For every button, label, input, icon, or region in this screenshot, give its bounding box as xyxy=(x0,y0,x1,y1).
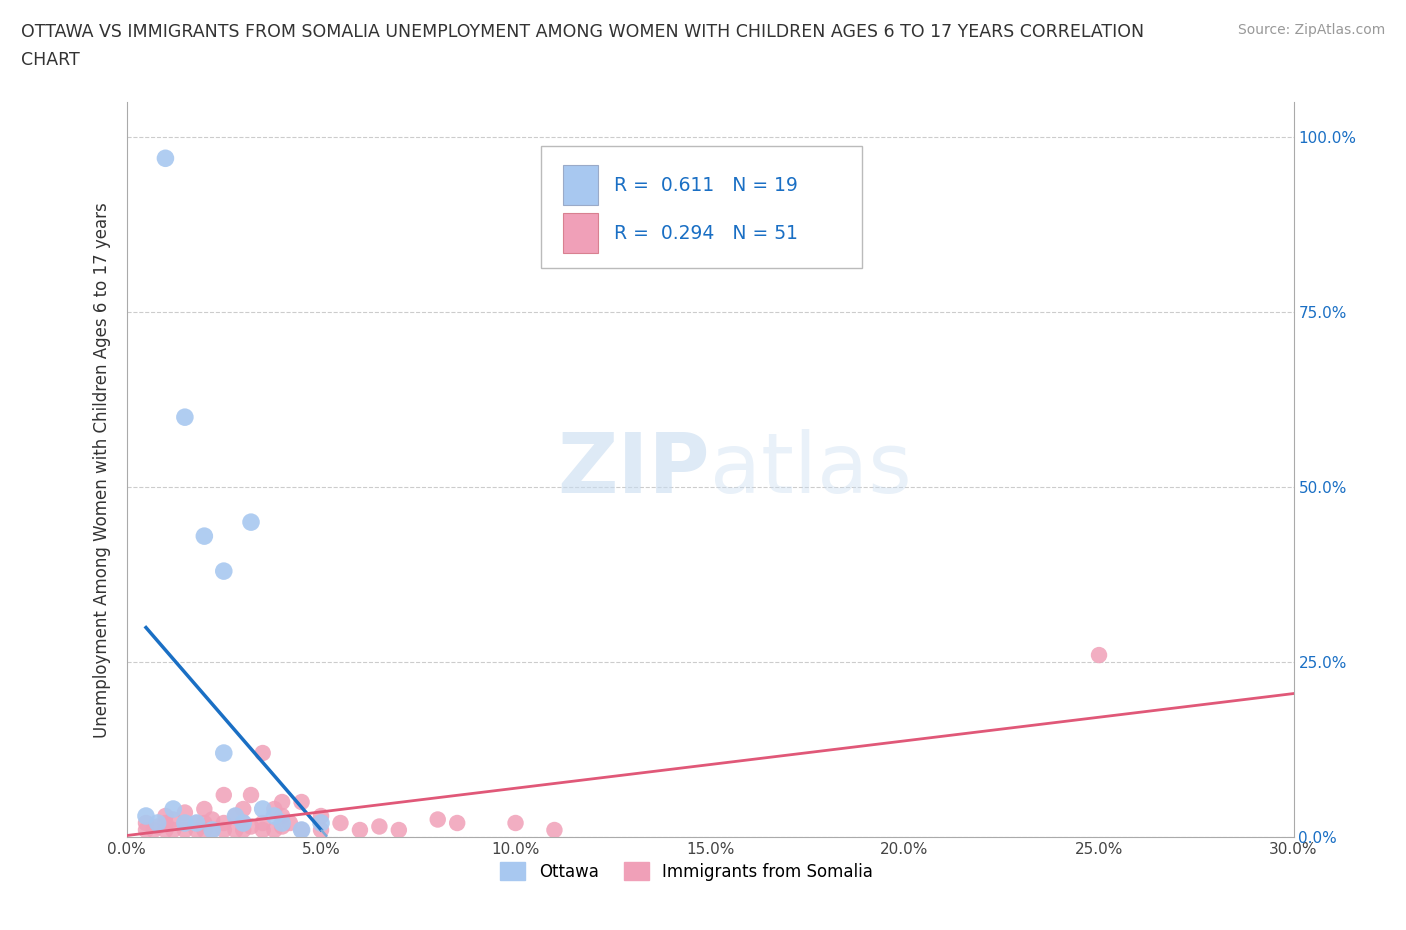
Point xyxy=(252,822,274,837)
Point xyxy=(193,822,215,837)
Point xyxy=(186,816,208,830)
Legend: Ottawa, Immigrants from Somalia: Ottawa, Immigrants from Somalia xyxy=(494,856,880,887)
Point xyxy=(212,746,235,761)
Point xyxy=(142,822,165,837)
Text: CHART: CHART xyxy=(21,51,80,69)
Point xyxy=(252,746,274,761)
Point xyxy=(232,802,254,817)
Point xyxy=(446,816,468,830)
Text: atlas: atlas xyxy=(710,429,911,511)
Text: R =  0.611   N = 19: R = 0.611 N = 19 xyxy=(614,176,799,194)
Point xyxy=(135,816,157,830)
Point xyxy=(193,816,215,830)
Point xyxy=(271,816,294,830)
Point xyxy=(349,822,371,837)
Point xyxy=(240,788,263,803)
Point xyxy=(252,802,274,817)
Point xyxy=(155,816,177,830)
Point xyxy=(232,822,254,837)
Point xyxy=(212,564,235,578)
Point xyxy=(174,822,197,837)
Y-axis label: Unemployment Among Women with Children Ages 6 to 17 years: Unemployment Among Women with Children A… xyxy=(93,202,111,737)
Point xyxy=(224,808,246,823)
Point xyxy=(146,819,169,834)
Point xyxy=(240,514,263,529)
Point xyxy=(174,805,197,820)
Point xyxy=(240,819,263,834)
Point xyxy=(263,822,285,837)
Point xyxy=(309,822,332,837)
Text: OTTAWA VS IMMIGRANTS FROM SOMALIA UNEMPLOYMENT AMONG WOMEN WITH CHILDREN AGES 6 : OTTAWA VS IMMIGRANTS FROM SOMALIA UNEMPL… xyxy=(21,23,1144,41)
Point xyxy=(505,816,527,830)
Point xyxy=(290,822,312,837)
Point xyxy=(271,819,294,834)
FancyBboxPatch shape xyxy=(562,165,598,206)
Point xyxy=(174,816,197,830)
Point xyxy=(201,812,224,827)
Point xyxy=(201,822,224,837)
Point xyxy=(368,819,391,834)
Point xyxy=(135,822,157,837)
Point xyxy=(155,151,177,166)
Point xyxy=(309,808,332,823)
Point xyxy=(193,528,215,543)
Point xyxy=(162,822,184,837)
Point xyxy=(543,822,565,837)
Point xyxy=(224,822,246,837)
Point xyxy=(174,410,197,425)
Point xyxy=(263,808,285,823)
Point xyxy=(162,802,184,817)
FancyBboxPatch shape xyxy=(562,212,598,253)
Point xyxy=(212,788,235,803)
Point xyxy=(186,822,208,837)
Point xyxy=(1088,647,1111,662)
Point xyxy=(271,794,294,809)
Point xyxy=(388,822,411,837)
Point xyxy=(135,808,157,823)
Point xyxy=(329,816,352,830)
Point xyxy=(224,808,246,823)
Point xyxy=(212,816,235,830)
Point xyxy=(186,816,208,830)
Point xyxy=(290,822,312,837)
Point xyxy=(278,816,301,830)
Point xyxy=(426,812,449,827)
Point xyxy=(232,816,254,830)
Point xyxy=(232,816,254,830)
Point xyxy=(271,808,294,823)
Point xyxy=(201,822,224,837)
Point xyxy=(252,816,274,830)
Point xyxy=(146,816,169,830)
Text: Source: ZipAtlas.com: Source: ZipAtlas.com xyxy=(1237,23,1385,37)
Text: R =  0.294   N = 51: R = 0.294 N = 51 xyxy=(614,223,799,243)
Point xyxy=(309,816,332,830)
Point xyxy=(212,822,235,837)
Point xyxy=(155,808,177,823)
Point xyxy=(263,802,285,817)
Point xyxy=(155,822,177,837)
Point xyxy=(193,802,215,817)
Point xyxy=(162,812,184,827)
Text: ZIP: ZIP xyxy=(558,429,710,511)
Point xyxy=(174,816,197,830)
Point xyxy=(290,794,312,809)
FancyBboxPatch shape xyxy=(541,146,862,268)
